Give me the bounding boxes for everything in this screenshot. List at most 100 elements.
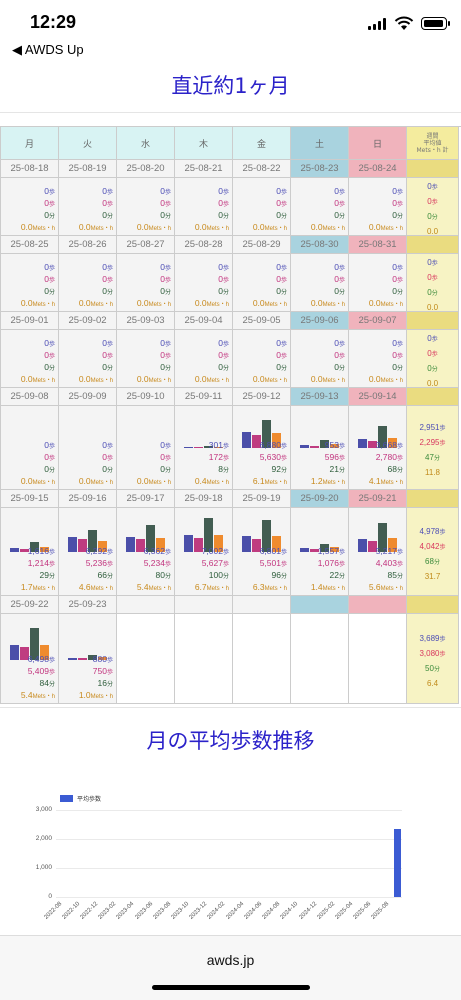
minutes-number: 68 <box>387 464 397 474</box>
day-cell[interactable]: 5,217歩 4,403歩 85分 5.6Mets・h <box>349 508 407 596</box>
weekly-minutes: 0分 <box>407 286 458 301</box>
day-cell[interactable]: 0歩 0歩 0分 0.0Mets・h <box>291 330 349 388</box>
day-cell[interactable]: 301歩 172歩 8分 0.4Mets・h <box>175 406 233 490</box>
weekly-minutes-unit: 分 <box>433 667 440 673</box>
day-cell[interactable]: 0歩 0歩 0分 0.0Mets・h <box>117 406 175 490</box>
day-values: 0歩 0歩 0分 0.0Mets・h <box>369 186 403 234</box>
day-bar <box>262 520 271 552</box>
weekly-steps2: 0歩 <box>407 347 458 362</box>
steps2-number: 5,627 <box>201 558 223 568</box>
weekly-steps-unit: 歩 <box>431 261 438 267</box>
date-cell-weekly <box>407 490 459 508</box>
weekly-minutes-unit: 分 <box>433 560 440 566</box>
day-values: 7,002歩 5,627歩 100分 6.7Mets・h <box>195 546 229 594</box>
minutes-number: 92 <box>271 464 281 474</box>
back-to-app-link[interactable]: ◀ AWDS Up <box>12 42 84 57</box>
steps2-number: 0 <box>218 274 223 284</box>
day-cell[interactable]: 0歩 0歩 0分 0.0Mets・h <box>117 178 175 236</box>
day-cell[interactable]: 953歩 596歩 21分 1.2Mets・h <box>291 406 349 490</box>
weekly-minutes: 50分 <box>407 662 458 677</box>
day-cell[interactable]: 0歩 0歩 0分 0.0Mets・h <box>349 178 407 236</box>
footer-domain[interactable]: awds.jp <box>206 952 255 968</box>
day-cell[interactable]: 0歩 0歩 0分 0.0Mets・h <box>1 330 59 388</box>
day-cell[interactable]: 0歩 0歩 0分 0.0Mets・h <box>1 254 59 312</box>
day-cell[interactable]: 0歩 0歩 0分 0.0Mets・h <box>175 254 233 312</box>
steps-value: 0歩 <box>311 186 345 198</box>
day-cell[interactable]: 1,557歩 1,076歩 22分 1.4Mets・h <box>291 508 349 596</box>
steps2-number: 1,214 <box>27 558 49 568</box>
steps2-number: 4,403 <box>375 558 397 568</box>
steps-value: 0歩 <box>195 186 229 198</box>
day-bar <box>300 548 309 552</box>
mets-number: 5.4 <box>20 690 33 700</box>
mets-value: 5.6Mets・h <box>369 582 403 594</box>
day-cell[interactable]: 0歩 0歩 0分 0.0Mets・h <box>349 330 407 388</box>
day-bar-chart <box>10 512 50 552</box>
home-indicator[interactable] <box>152 985 310 990</box>
steps2-unit: 歩 <box>338 354 345 360</box>
minutes-value: 29分 <box>21 570 55 582</box>
weekly-steps-unit: 歩 <box>439 426 446 432</box>
steps2-value: 0歩 <box>253 274 287 286</box>
date-cell-weekly <box>407 596 459 614</box>
day-cell[interactable]: 0歩 0歩 0分 0.0Mets・h <box>233 254 291 312</box>
day-cell[interactable]: 0歩 0歩 0分 0.0Mets・h <box>59 178 117 236</box>
steps-unit: 歩 <box>106 190 113 196</box>
day-cell[interactable]: 0歩 0歩 0分 0.0Mets・h <box>291 254 349 312</box>
weekly-steps2-number: 0 <box>427 197 432 206</box>
day-cell[interactable]: 6,498歩 5,409歩 84分 5.4Mets・h <box>1 614 59 704</box>
steps2-unit: 歩 <box>106 670 113 676</box>
steps-value: 3,668歩 <box>369 440 403 452</box>
day-cell[interactable]: 0歩 0歩 0分 0.0Mets・h <box>117 254 175 312</box>
day-cell[interactable]: 0歩 0歩 0分 0.0Mets・h <box>1 406 59 490</box>
minutes-value: 0分 <box>311 210 345 222</box>
day-bar <box>330 547 339 552</box>
day-cell[interactable]: 0歩 0歩 0分 0.0Mets・h <box>175 178 233 236</box>
mets-number: 0.0 <box>20 298 33 308</box>
date-cell: 25-08-24 <box>349 160 407 178</box>
steps2-number: 172 <box>208 452 223 462</box>
date-cell: 25-09-07 <box>349 312 407 330</box>
date-cell: 25-09-13 <box>291 388 349 406</box>
date-row: 25-09-08 25-09-09 25-09-10 25-09-11 25-09-12… <box>1 388 461 406</box>
day-values: 0歩 0歩 0分 0.0Mets・h <box>137 186 171 234</box>
weekly-steps: 3,689歩 <box>407 632 458 647</box>
day-cell[interactable]: 6,292歩 5,236歩 66分 4.6Mets・h <box>59 508 117 596</box>
day-bar <box>136 539 145 552</box>
mets-number: 0.0 <box>252 298 265 308</box>
day-cell[interactable]: 6,362歩 5,234歩 80分 5.4Mets・h <box>117 508 175 596</box>
day-cell[interactable]: 6,801歩 5,501歩 96分 6.3Mets・h <box>233 508 291 596</box>
mets-number: 0.0 <box>194 298 207 308</box>
day-cell[interactable]: 0歩 0歩 0分 0.0Mets・h <box>233 330 291 388</box>
steps2-unit: 歩 <box>280 562 287 568</box>
steps2-unit: 歩 <box>396 354 403 360</box>
steps2-number: 5,409 <box>27 666 49 676</box>
day-cell[interactable]: 0歩 0歩 0分 0.0Mets・h <box>349 254 407 312</box>
steps2-unit: 歩 <box>48 562 55 568</box>
day-cell[interactable]: 0歩 0歩 0分 0.0Mets・h <box>291 178 349 236</box>
day-cell[interactable]: 0歩 0歩 0分 0.0Mets・h <box>59 254 117 312</box>
day-cell[interactable]: 1,616歩 1,214歩 29分 1.7Mets・h <box>1 508 59 596</box>
day-cell[interactable]: 0歩 0歩 0分 0.0Mets・h <box>175 330 233 388</box>
steps-unit: 歩 <box>396 550 403 556</box>
steps2-number: 5,501 <box>259 558 281 568</box>
steps2-value: 1,076歩 <box>311 558 345 570</box>
day-cell[interactable]: 0歩 0歩 0分 0.0Mets・h <box>1 178 59 236</box>
mets-unit: Mets・h <box>148 378 171 384</box>
day-cell[interactable]: 880歩 750歩 16分 1.0Mets・h <box>59 614 117 704</box>
minutes-unit: 分 <box>280 366 287 372</box>
day-cell[interactable]: 6,880歩 5,630歩 92分 6.1Mets・h <box>233 406 291 490</box>
divider <box>0 707 461 708</box>
day-cell[interactable]: 3,668歩 2,780歩 68分 4.1Mets・h <box>349 406 407 490</box>
day-bar <box>146 525 155 552</box>
day-cell[interactable]: 0歩 0歩 0分 0.0Mets・h <box>59 330 117 388</box>
day-cell[interactable]: 7,002歩 5,627歩 100分 6.7Mets・h <box>175 508 233 596</box>
y-tick-label: 0 <box>48 893 52 900</box>
steps-number: 0 <box>276 262 281 272</box>
day-cell[interactable]: 0歩 0歩 0分 0.0Mets・h <box>117 330 175 388</box>
minutes-value: 0分 <box>195 210 229 222</box>
header-sun: 日 <box>349 127 407 160</box>
calendar-header-row: 月 火 水 木 金 土 日 週間 平均値 Mets・h 計 <box>1 127 461 160</box>
day-cell[interactable]: 0歩 0歩 0分 0.0Mets・h <box>59 406 117 490</box>
day-cell[interactable]: 0歩 0歩 0分 0.0Mets・h <box>233 178 291 236</box>
